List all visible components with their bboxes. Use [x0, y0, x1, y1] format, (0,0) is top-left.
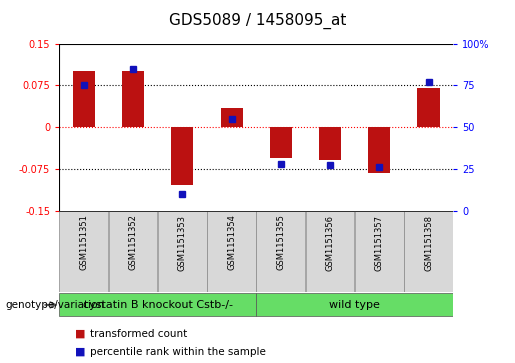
Bar: [270, 127, 292, 158]
Text: GSM1151351: GSM1151351: [79, 215, 89, 270]
Bar: [122, 72, 144, 127]
Bar: [319, 127, 341, 160]
Text: GSM1151357: GSM1151357: [375, 215, 384, 271]
Bar: [256, 211, 305, 292]
Bar: [404, 211, 453, 292]
Text: percentile rank within the sample: percentile rank within the sample: [90, 347, 266, 357]
Bar: [73, 72, 95, 127]
Bar: [109, 211, 158, 292]
Bar: [59, 211, 108, 292]
Text: transformed count: transformed count: [90, 329, 187, 339]
Bar: [158, 211, 207, 292]
Text: cystatin B knockout Cstb-/-: cystatin B knockout Cstb-/-: [83, 300, 233, 310]
Bar: [368, 127, 390, 173]
Text: GSM1151354: GSM1151354: [227, 215, 236, 270]
Text: GSM1151353: GSM1151353: [178, 215, 187, 271]
Text: ■: ■: [75, 329, 85, 339]
Bar: [418, 88, 440, 127]
Bar: [59, 293, 256, 316]
Text: genotype/variation: genotype/variation: [5, 300, 104, 310]
Text: GDS5089 / 1458095_at: GDS5089 / 1458095_at: [169, 13, 346, 29]
Text: GSM1151355: GSM1151355: [277, 215, 285, 270]
Text: ■: ■: [75, 347, 85, 357]
Bar: [355, 211, 404, 292]
Bar: [171, 127, 194, 185]
Bar: [256, 293, 453, 316]
Bar: [207, 211, 256, 292]
Text: GSM1151356: GSM1151356: [325, 215, 335, 271]
Text: GSM1151358: GSM1151358: [424, 215, 433, 271]
Text: wild type: wild type: [329, 300, 380, 310]
Text: GSM1151352: GSM1151352: [129, 215, 138, 270]
Bar: [220, 107, 243, 127]
Bar: [306, 211, 354, 292]
